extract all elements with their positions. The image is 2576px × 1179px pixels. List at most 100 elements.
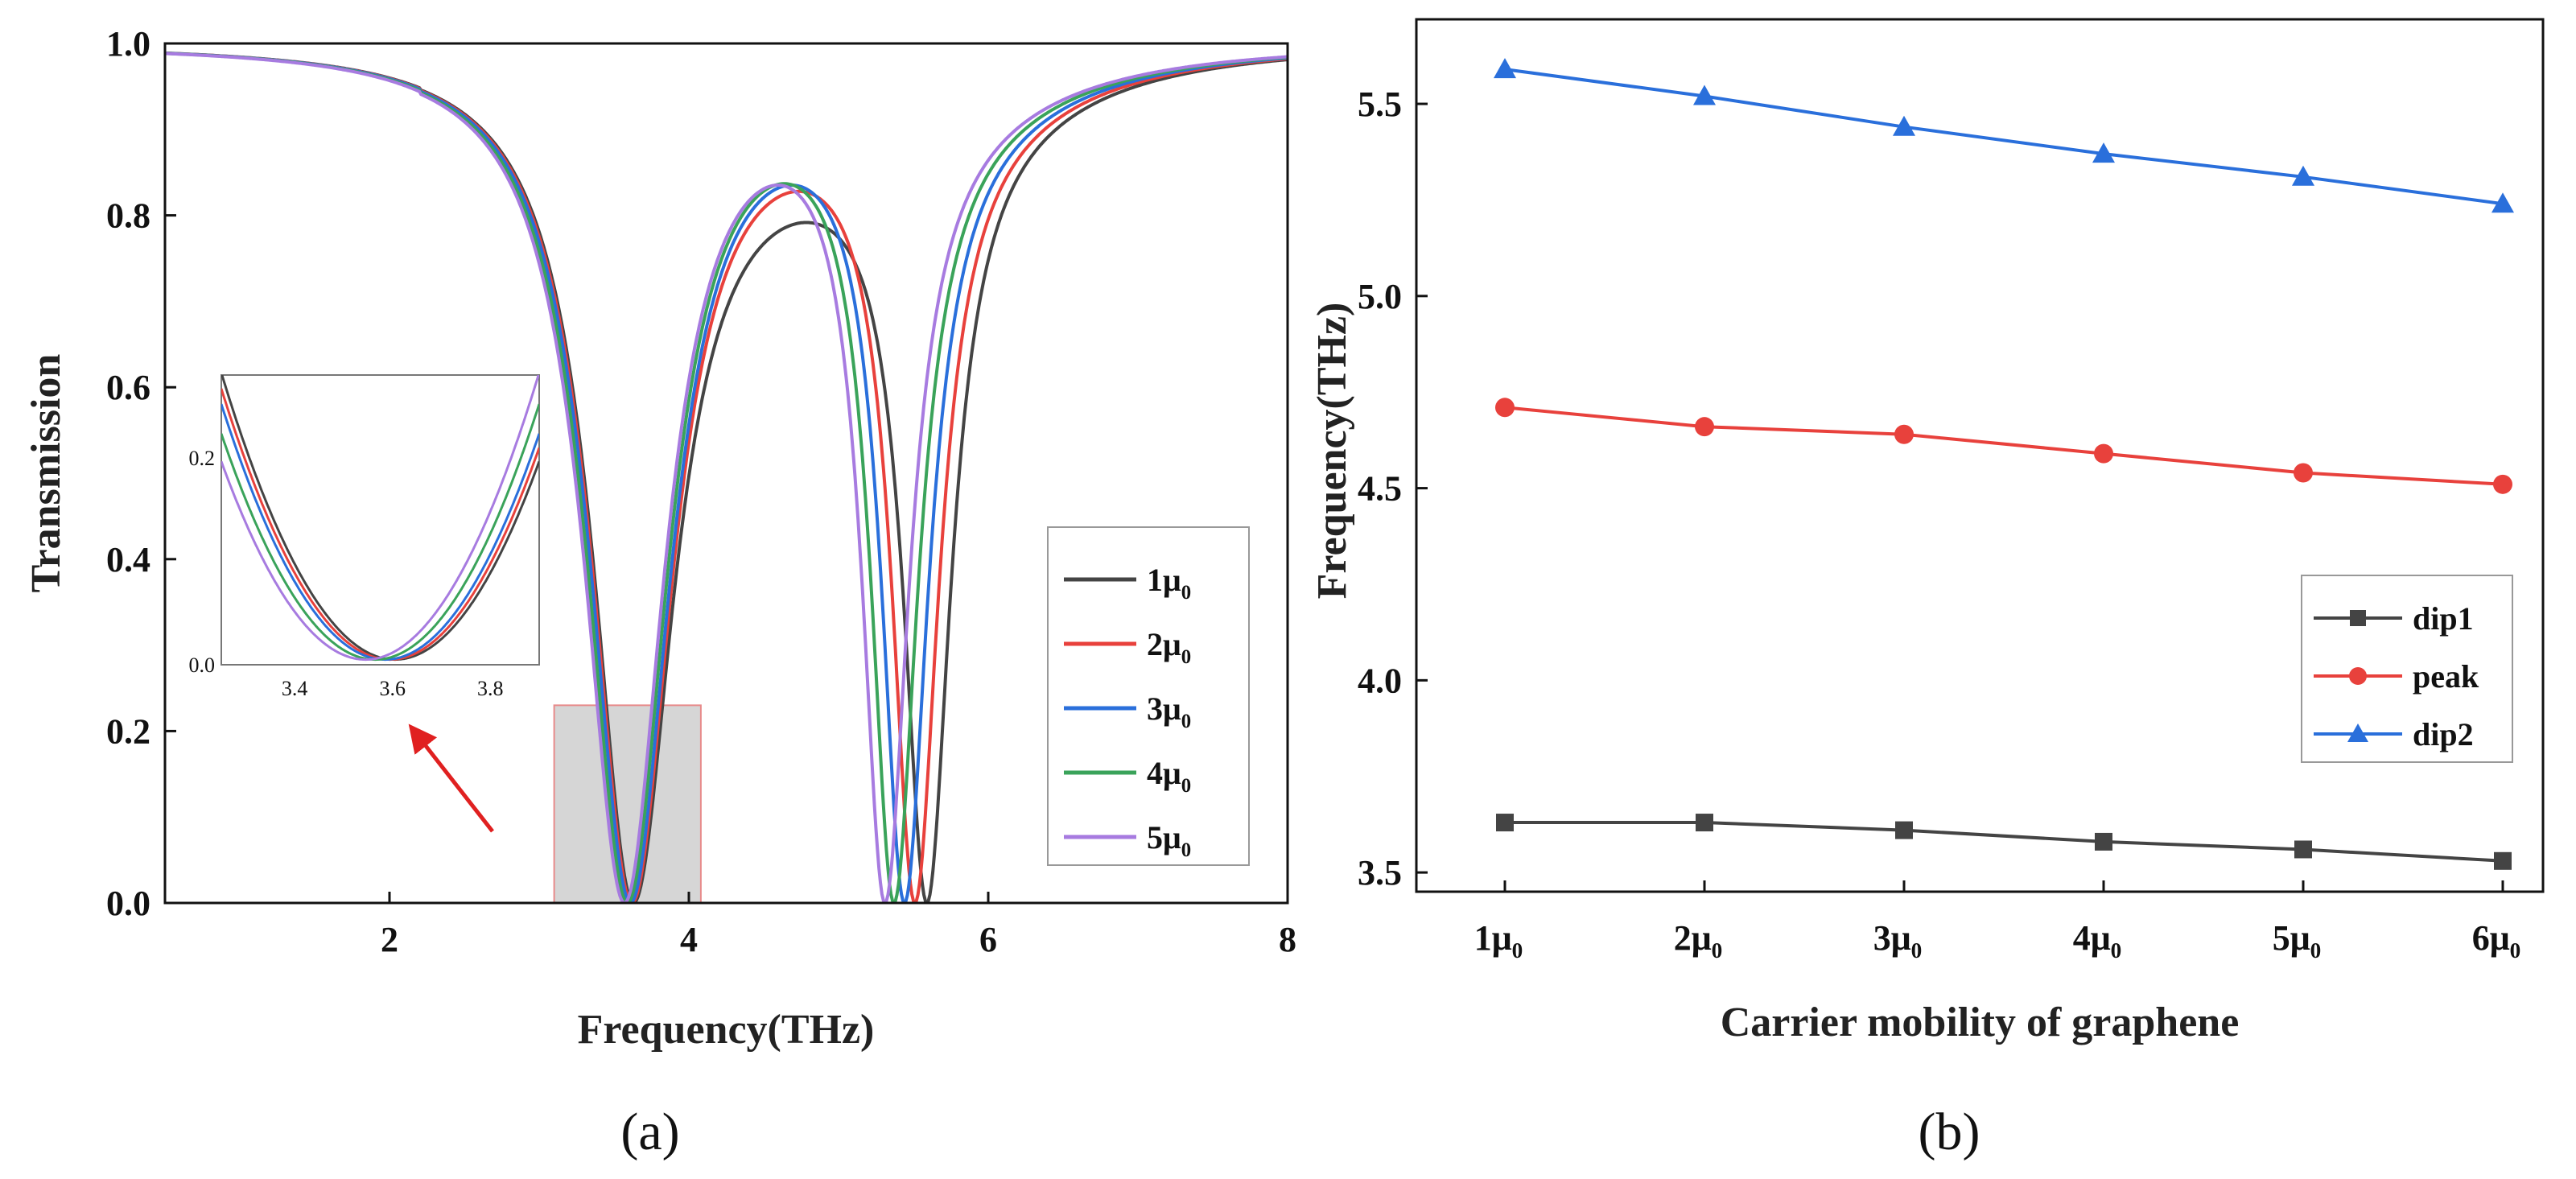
legend-b-label: dip2 [2413, 716, 2474, 752]
legend-label: 5μ0 [1147, 819, 1191, 861]
y-tick-label: 1.0 [106, 24, 150, 64]
y-tick-label-b: 4.5 [1358, 469, 1402, 509]
y-tick-label-b: 5.0 [1358, 277, 1402, 316]
y-tick-label: 0.8 [106, 196, 150, 236]
inset-x-ticks: 3.4 3.6 3.8 [282, 677, 504, 700]
peak-point [1894, 424, 1914, 444]
highlight-region [553, 704, 702, 904]
peak-point [2294, 463, 2313, 483]
dip1-point [1696, 814, 1713, 832]
dip1-point [2294, 840, 2312, 859]
dip2-point [2092, 142, 2115, 163]
x-tick-label-b-sub: 0 [2510, 938, 2521, 963]
x-tick-label-b-sub: 0 [2111, 938, 2122, 963]
x-axis-ticks: 2 4 6 8 [381, 892, 1296, 959]
x-tick-label-b-base: 4μ [2073, 918, 2111, 958]
legend-b-label: dip1 [2413, 600, 2474, 637]
y-tick-label: 0.0 [106, 884, 150, 923]
legend-b-marker [2349, 667, 2367, 685]
x-axis-title: Frequency(THz) [578, 1007, 875, 1053]
y-tick-label: 0.2 [106, 711, 150, 751]
y-tick-label-b: 3.5 [1358, 853, 1402, 892]
x-tick-label: 8 [1279, 920, 1296, 959]
y-axis-ticks: 0.0 0.2 0.4 0.6 0.8 1.0 [106, 24, 176, 923]
y-axis-title: Transmission [23, 354, 69, 593]
inset-x-tick-label: 3.8 [477, 677, 504, 700]
y-axis-ticks-b: 3.5 4.0 4.5 5.0 5.5 [1358, 85, 1428, 892]
x-tick-label-b-sub: 0 [1911, 938, 1923, 963]
x-tick-label-b-base: 1μ [1474, 918, 1512, 958]
panel-a: 2 4 6 8 0.0 0.2 0.4 0.6 0.8 1.0 Frequency(THz) T… [23, 24, 1296, 1161]
x-tick-label-b-sub: 0 [1712, 938, 1723, 963]
dip1-point [2494, 851, 2512, 870]
inset-y-tick-label: 0.0 [189, 653, 216, 677]
peak-point [2094, 443, 2113, 464]
legend-label-base: 3μ [1147, 690, 1181, 727]
caption-a: (a) [620, 1103, 679, 1161]
plot-b-frame [1415, 18, 2545, 893]
legend-label: 2μ0 [1147, 626, 1191, 668]
legend-label-sub: 0 [1181, 646, 1191, 668]
y-tick-label-b: 4.0 [1358, 661, 1402, 700]
dip2-point [1893, 115, 1915, 136]
dip2-point [1693, 85, 1716, 105]
inset-curve-5 [221, 375, 539, 662]
legend-b: dip1 peak dip2 [2301, 575, 2513, 763]
legend-label-sub: 0 [1181, 711, 1191, 732]
dip1-line [1505, 821, 2504, 863]
transmission-curves [165, 52, 1288, 903]
legend-label: 1μ0 [1147, 562, 1191, 604]
x-axis-ticks-b: 1μ0 2μ0 3μ0 4μ0 5μ0 6μ0 [1474, 880, 2521, 963]
x-tick-label-b-base: 6μ [2472, 918, 2510, 958]
legend-b-marker [2347, 723, 2368, 742]
x-axis-title-b: Carrier mobility of graphene [1721, 1000, 2240, 1045]
legend-label-sub: 0 [1181, 582, 1191, 604]
dip1-point [2095, 832, 2112, 851]
x-tick-label-b: 6μ0 [2472, 918, 2521, 963]
x-tick-label-b: 4μ0 [2073, 918, 2122, 963]
panel-b: 1μ0 2μ0 3μ0 4μ0 5μ0 6μ0 3.54.04.55.05.5 Carri… [1309, 18, 2545, 1161]
legend-label-base: 2μ [1147, 626, 1181, 662]
x-tick-label: 6 [979, 920, 997, 959]
plot-a-frame [163, 42, 1289, 905]
peak-point [2493, 474, 2512, 494]
legend-label-base: 4μ [1147, 755, 1181, 791]
dip2-point [2492, 192, 2514, 213]
legend-b-label: peak [2413, 658, 2479, 695]
legend-label: 4μ0 [1147, 755, 1191, 797]
legend-label-base: 5μ [1147, 819, 1181, 855]
y-tick-label: 0.4 [106, 540, 150, 579]
x-tick-label-b: 1μ0 [1474, 918, 1523, 963]
legend-label-sub: 0 [1181, 839, 1191, 861]
x-tick-label-b-base: 2μ [1674, 918, 1712, 958]
frequency-series [1494, 58, 2514, 870]
y-tick-label: 0.6 [106, 368, 150, 407]
y-tick-label-b: 5.5 [1358, 85, 1402, 124]
x-tick-label: 2 [381, 920, 398, 959]
x-tick-label-b-sub: 0 [1512, 938, 1523, 963]
inset-plot: 3.4 3.6 3.8 0.0 0.2 [189, 374, 540, 700]
x-tick-label-b-sub: 0 [2310, 938, 2322, 963]
dip2-point [1494, 58, 1516, 79]
legend-b-marker [2350, 610, 2366, 626]
peak-point [1495, 398, 1515, 418]
inset-curves [221, 375, 539, 662]
inset-x-tick-label: 3.6 [379, 677, 406, 700]
x-tick-label-b: 3μ0 [1873, 918, 1923, 963]
inset-y-ticks: 0.0 0.2 [189, 447, 216, 677]
dip2-point [2292, 165, 2314, 186]
inset-x-tick-label: 3.4 [282, 677, 308, 700]
dip1-point [1895, 821, 1913, 839]
legend-a-box [1047, 526, 1250, 866]
x-tick-label-b-base: 5μ [2273, 918, 2310, 958]
peak-line [1504, 406, 2504, 486]
inset-curve-4 [221, 403, 539, 662]
dip2-line [1504, 68, 2504, 206]
x-tick-label-b: 5μ0 [2273, 918, 2322, 963]
x-tick-label-b: 2μ0 [1674, 918, 1723, 963]
legend-label-base: 1μ [1147, 562, 1181, 598]
callout-arrow [408, 723, 494, 833]
legend-label: 3μ0 [1147, 690, 1191, 732]
x-tick-label: 4 [680, 920, 698, 959]
